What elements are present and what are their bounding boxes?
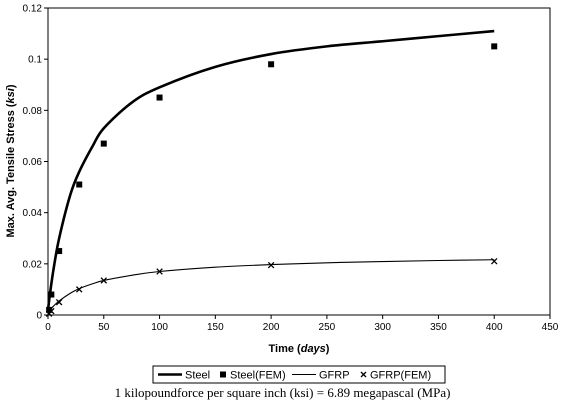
x-tick-label: 150: [207, 322, 224, 333]
y-axis: 0 0.02 0.04 0.06 0.08 0.1 0.12: [23, 4, 48, 322]
data-point-steel-fem: [56, 248, 63, 255]
data-point-gfrp-fem: [490, 258, 498, 265]
series-line-gfrp: [47, 259, 495, 314]
x-axis: 0 50 100 150 200 250 300 350 400 450: [45, 315, 559, 333]
legend-label-steel-fem: Steel(FEM): [230, 370, 286, 382]
caption: 1 kilopoundforce per square inch (ksi) =…: [114, 385, 451, 400]
data-point-steel-fem: [76, 181, 83, 188]
data-point-steel-fem: [156, 94, 163, 101]
data-point-steel-fem: [48, 291, 55, 298]
data-point-gfrp-fem: [267, 261, 275, 269]
data-point-gfrp-fem: [48, 307, 55, 315]
y-tick-label: 0.08: [23, 106, 43, 117]
x-tick-label: 0: [45, 322, 51, 333]
x-tick-label: 350: [430, 322, 447, 333]
data-point-gfrp-fem: [100, 277, 108, 284]
data-point-gfrp-fem: [55, 298, 63, 306]
data-point-steel-fem: [100, 140, 107, 147]
data-point-steel-fem: [268, 61, 275, 68]
y-tick-label: 0.04: [23, 208, 43, 219]
y-tick-label: 0: [36, 311, 42, 322]
data-point-gfrp-fem: [156, 268, 163, 275]
legend-label-gfrp-fem: GFRP(FEM): [370, 370, 431, 382]
x-tick-label: 250: [319, 322, 336, 333]
series-layer: [45, 29, 498, 317]
x-tick-label: 100: [151, 322, 168, 333]
data-point-steel-fem: [46, 306, 53, 313]
x-tick-label: 50: [98, 322, 110, 333]
y-tick-label: 0.06: [23, 157, 43, 168]
y-tick-label: 0.12: [23, 4, 43, 15]
legend-label-steel: Steel: [185, 370, 210, 382]
x-tick-label: 400: [486, 322, 503, 333]
y-axis-title: Max. Avg. Tensile Stress (ksi): [5, 84, 17, 237]
plot-area: [47, 7, 551, 316]
y-tick-label: 0.1: [28, 55, 42, 66]
legend-label-gfrp: GFRP: [319, 370, 350, 382]
legend: Steel Steel(FEM) GFRP GFRP(FEM): [152, 365, 446, 384]
x-tick-label: 200: [263, 322, 280, 333]
legend-swatch-steel-fem: [220, 371, 226, 378]
series-line-steel: [46, 29, 495, 311]
x-axis-title: Time (days): [269, 343, 330, 355]
legend-swatch-gfrp-fem: [360, 371, 367, 378]
y-tick-label: 0.02: [23, 259, 43, 270]
x-tick-label: 450: [542, 322, 559, 333]
x-tick-label: 300: [374, 322, 391, 333]
data-point-steel-fem: [491, 43, 498, 50]
data-point-gfrp-fem: [75, 286, 83, 293]
